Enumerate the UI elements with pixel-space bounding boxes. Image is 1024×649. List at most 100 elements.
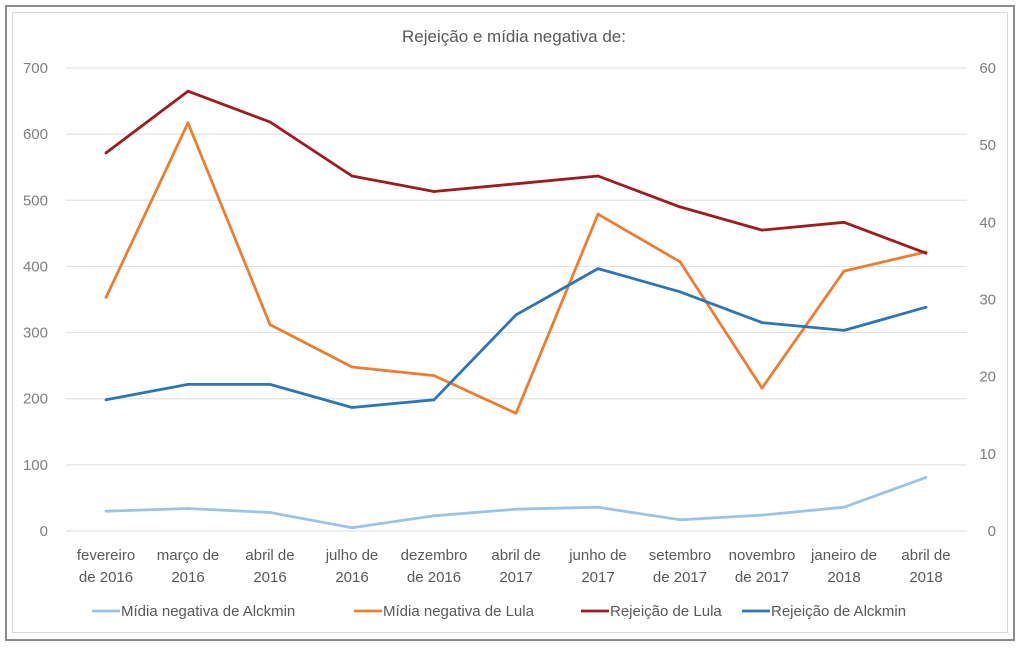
legend-label: Mídia negativa de Lula — [383, 603, 535, 620]
data-point — [678, 205, 682, 209]
legend-label: Rejeição de Alckmin — [771, 603, 906, 620]
x-axis-tick-label: janeiro de 2018 — [810, 547, 877, 586]
x-axis-tick-label: abril de 2018 — [901, 547, 950, 586]
data-point — [678, 518, 682, 522]
x-axis-tick-line: setembro — [649, 547, 712, 564]
data-point — [514, 313, 518, 317]
right-axis-tick-label: 50 — [979, 137, 996, 154]
series-3 — [104, 267, 928, 409]
data-point — [514, 507, 518, 511]
right-axis-tick-label: 30 — [979, 292, 996, 309]
series-line — [105, 89, 927, 255]
data-point — [842, 269, 846, 273]
x-axis-tick-line: de 2017 — [735, 569, 789, 586]
data-point — [596, 212, 600, 216]
data-point — [596, 505, 600, 509]
left-axis-tick-label: 600 — [23, 126, 48, 143]
data-point — [268, 120, 272, 124]
data-point — [514, 411, 518, 415]
data-point — [842, 505, 846, 509]
x-axis-ticks: fevereiro de 2016 março de 2016 abril de 2016… — [77, 547, 951, 586]
x-axis-tick-label: julho de 2016 — [325, 547, 379, 586]
x-axis-tick-line: abril de — [245, 547, 294, 564]
left-axis-tick-label: 300 — [23, 325, 48, 342]
data-point — [350, 365, 354, 369]
legend-label: Rejeição de Lula — [610, 603, 722, 620]
series-1 — [104, 121, 928, 415]
x-axis-tick-line: fevereiro — [77, 547, 135, 564]
left-axis-tick-label: 200 — [23, 391, 48, 408]
x-axis-tick-label: setembro de 2017 — [649, 547, 712, 586]
x-axis-tick-line: abril de — [491, 547, 540, 564]
right-axis-tick-label: 20 — [979, 369, 996, 386]
data-point — [842, 328, 846, 332]
right-axis-ticks: 0 10 20 30 40 50 60 — [979, 60, 996, 540]
x-axis-tick-line: 2016 — [253, 569, 286, 586]
data-point — [350, 406, 354, 409]
x-axis-tick-line: abril de — [901, 547, 950, 564]
x-axis-tick-line: de 2017 — [653, 569, 707, 586]
data-point — [760, 513, 764, 517]
legend-label: Mídia negativa de Alckmin — [121, 603, 295, 620]
x-axis-tick-line: 2017 — [581, 569, 614, 586]
x-axis-tick-line: junho de — [568, 547, 627, 564]
x-axis-tick-line: janeiro de — [810, 547, 877, 564]
left-axis-tick-label: 400 — [23, 258, 48, 275]
left-axis-ticks: 0 100 200 300 400 500 600 700 — [23, 60, 48, 540]
x-axis-tick-line: 2016 — [171, 569, 204, 586]
x-axis-tick-label: abril de 2017 — [491, 547, 540, 586]
series-line — [104, 121, 927, 415]
left-axis-tick-label: 700 — [23, 60, 48, 77]
x-axis-tick-label: dezembro de 2016 — [401, 547, 468, 586]
data-point — [186, 382, 190, 386]
data-point — [596, 174, 600, 178]
chart-title: Rejeição e mídia negativa de: — [402, 27, 626, 46]
x-axis-tick-line: 2018 — [827, 569, 860, 586]
data-point — [268, 382, 272, 386]
left-axis-tick-label: 500 — [23, 192, 48, 209]
data-point — [514, 182, 518, 186]
data-point — [104, 398, 108, 402]
x-axis-tick-line: novembro — [729, 547, 796, 564]
chart-area-border — [12, 12, 1008, 633]
data-point — [350, 526, 354, 530]
data-point — [760, 228, 764, 232]
x-axis-tick-line: julho de — [325, 547, 379, 564]
legend-item[interactable]: Mídia negativa de Alckmin — [92, 603, 295, 620]
series-lines — [104, 89, 928, 530]
data-point — [924, 476, 928, 479]
right-axis-tick-label: 60 — [979, 60, 996, 77]
x-axis-tick-line: 2017 — [499, 569, 532, 586]
data-point — [186, 121, 190, 125]
x-axis-tick-label: abril de 2016 — [245, 547, 294, 586]
x-axis-tick-label: março de 2016 — [157, 547, 220, 586]
legend-item[interactable]: Rejeição de Lula — [581, 603, 722, 620]
data-point — [432, 398, 436, 402]
x-axis-tick-line: 2018 — [909, 569, 942, 586]
data-point — [678, 290, 682, 294]
x-axis-tick-line: março de — [157, 547, 220, 564]
data-point — [842, 220, 846, 224]
data-point — [678, 260, 682, 264]
data-point — [186, 89, 190, 93]
left-axis-tick-label: 0 — [40, 523, 48, 540]
data-point — [432, 190, 436, 193]
data-point — [432, 514, 436, 518]
data-point — [924, 251, 928, 255]
data-point — [596, 267, 600, 271]
series-line — [105, 476, 927, 530]
data-point — [760, 321, 764, 325]
right-axis-tick-label: 10 — [979, 446, 996, 463]
right-axis-tick-label: 40 — [979, 214, 996, 231]
data-point — [760, 386, 764, 390]
series-0 — [104, 476, 928, 530]
x-axis-tick-line: 2016 — [335, 569, 368, 586]
left-axis-tick-label: 100 — [23, 457, 48, 474]
legend-item[interactable]: Rejeição de Alckmin — [742, 603, 906, 620]
data-point — [186, 507, 190, 510]
series-2 — [104, 89, 928, 255]
series-line — [105, 267, 927, 409]
legend-item[interactable]: Mídia negativa de Lula — [354, 603, 535, 620]
right-axis-tick-label: 0 — [988, 523, 996, 540]
data-point — [104, 509, 108, 513]
